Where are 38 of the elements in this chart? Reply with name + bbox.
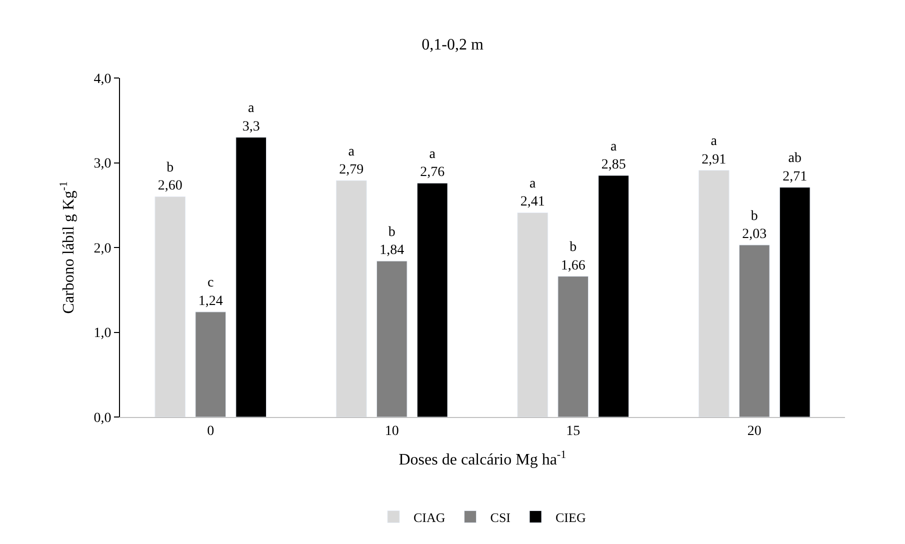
x-axis-title: Doses de calcário Mg ha$^{-1}$ <box>398 448 566 468</box>
bar <box>779 187 810 417</box>
data-label: a 2,41 <box>520 176 545 210</box>
bar <box>416 182 448 417</box>
data-label: a 2,79 <box>339 144 364 178</box>
chart-title: 0,1-0,2 m <box>422 36 484 54</box>
y-tick-label: 3,0 <box>94 156 112 172</box>
bar <box>336 180 367 417</box>
bar <box>236 137 267 417</box>
data-label: b 2,03 <box>742 208 767 242</box>
bar <box>698 170 730 417</box>
bar <box>558 276 589 417</box>
x-tick-label: 0 <box>207 424 214 439</box>
data-label: c 1,24 <box>198 276 223 309</box>
x-tick-label: 15 <box>566 424 580 439</box>
bar <box>598 175 630 417</box>
data-label: a 2,91 <box>702 134 726 168</box>
y-tick-label: 0,0 <box>94 410 112 426</box>
y-tick-label: 2,0 <box>94 241 112 256</box>
x-tick-label: 20 <box>747 424 762 439</box>
legend-label: CSI <box>490 510 511 525</box>
bar <box>154 196 186 417</box>
data-label: a 2,76 <box>420 146 445 180</box>
x-tick-label: 10 <box>384 424 399 439</box>
data-label: a 3,3 <box>242 101 260 134</box>
bar <box>195 312 226 417</box>
data-label: ab 2,71 <box>782 151 808 184</box>
legend-label: CIAG <box>414 510 446 525</box>
y-tick-label: 4,0 <box>94 72 112 87</box>
data-label: a 2,85 <box>601 139 626 172</box>
data-label: b 2,60 <box>158 160 182 194</box>
bar <box>376 260 408 417</box>
bar <box>738 244 770 417</box>
data-label: b 1,84 <box>380 224 404 258</box>
bar <box>517 212 548 417</box>
data-label: b 1,66 <box>560 240 586 274</box>
y-tick-label: 1,0 <box>94 326 112 342</box>
legend-label: CIEG <box>556 510 586 525</box>
